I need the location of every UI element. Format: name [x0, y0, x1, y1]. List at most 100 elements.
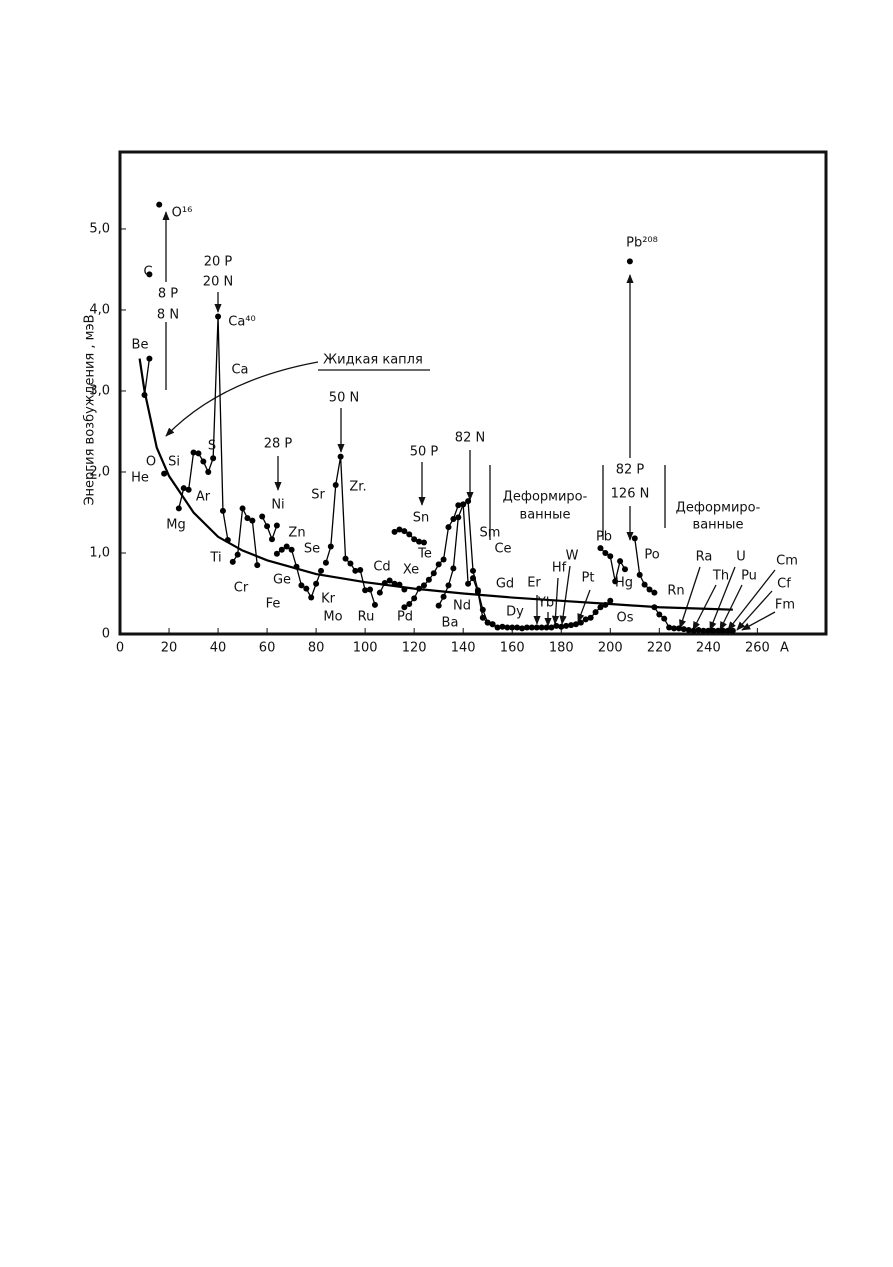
data-point [435, 561, 442, 568]
data-point [577, 619, 584, 626]
data-point [460, 501, 467, 508]
annotation: S [208, 439, 216, 454]
data-point [607, 597, 614, 604]
annotation: Ti [209, 551, 221, 566]
y-tick-label: 1,0 [89, 545, 110, 560]
data-point [450, 565, 457, 572]
annotation: W [566, 549, 579, 564]
data-point [440, 556, 447, 563]
data-point [465, 498, 472, 505]
data-point [362, 587, 369, 594]
data-point [367, 586, 374, 593]
data-point [597, 604, 604, 611]
data-point [474, 587, 481, 594]
data-point [185, 486, 192, 493]
data-point [278, 546, 285, 553]
annotation: O [146, 455, 156, 470]
data-point [249, 517, 256, 524]
x-tick-label: 160 [500, 641, 525, 656]
data-point [533, 624, 540, 631]
annotation: Ba [442, 616, 459, 631]
annotation: Hg [615, 576, 633, 591]
data-point [519, 625, 526, 632]
annotation: Cf [777, 577, 791, 592]
data-point [318, 567, 325, 574]
data-point [371, 601, 378, 608]
data-point [705, 627, 712, 634]
y-tick-label: 2,0 [89, 464, 110, 479]
data-point [268, 536, 275, 543]
data-point [612, 578, 619, 585]
data-point [558, 623, 565, 630]
data-point [264, 523, 271, 530]
data-point [342, 555, 349, 562]
data-point [543, 624, 550, 631]
data-point [607, 553, 614, 560]
data-point [322, 559, 329, 566]
annotation: Sn [413, 511, 430, 526]
data-point [499, 623, 506, 630]
data-point [313, 580, 320, 587]
y-axis-label: Энергия возбуждения , мэВ [83, 314, 98, 505]
annotation: Деформиро- [676, 501, 761, 516]
data-point [666, 624, 673, 631]
data-point [200, 458, 207, 465]
data-point [563, 622, 570, 629]
x-tick-label: 0 [116, 641, 124, 656]
data-point [337, 453, 344, 460]
annotation: Fe [266, 597, 281, 612]
data-point [651, 589, 658, 596]
data-point [621, 566, 628, 573]
data-point [661, 615, 668, 622]
data-point [445, 582, 452, 589]
annotation: O¹⁶ [172, 206, 193, 221]
data-point [656, 611, 663, 618]
data-point [396, 526, 403, 533]
annotation: Ca [231, 363, 248, 378]
data-point [146, 271, 153, 278]
annotation: Zn [288, 526, 305, 541]
data-point [386, 577, 393, 584]
data-point [219, 507, 226, 514]
annotation: Pb [596, 530, 612, 545]
annotation: Ar [196, 490, 211, 505]
annotation: Pd [397, 610, 413, 625]
x-tick-label: 100 [353, 641, 378, 656]
annotation: Yb [537, 596, 554, 611]
data-point [425, 576, 432, 583]
data-line [261, 516, 278, 542]
annotation: Ru [358, 610, 375, 625]
data-point [180, 485, 187, 492]
data-point [283, 543, 290, 550]
data-point [416, 538, 423, 545]
annotation: 20 N [203, 275, 233, 290]
data-point [234, 551, 241, 558]
annotation: Pt [582, 571, 595, 586]
annotation: Os [616, 611, 633, 626]
data-point [715, 627, 722, 634]
data-point [430, 570, 437, 577]
data-point [592, 609, 599, 616]
data-point [470, 575, 476, 582]
annotation: Kr [321, 592, 336, 607]
annotation: Pu [741, 569, 757, 584]
data-point [690, 627, 697, 634]
data-point [680, 626, 687, 633]
annotation: ванные [520, 508, 571, 523]
annotation: Ce [494, 542, 511, 557]
data-point [298, 582, 305, 589]
data-point [210, 455, 217, 462]
annotation: He [131, 471, 149, 486]
data-point [156, 201, 163, 208]
x-tick-label: 40 [210, 641, 227, 656]
annotation: Cd [373, 560, 390, 575]
data-point [489, 621, 496, 628]
data-point [303, 585, 310, 592]
data-point [440, 593, 447, 600]
annotation: 126 N [611, 487, 650, 502]
data-point [494, 624, 501, 631]
annotation: Zr. [349, 480, 366, 495]
data-point [509, 624, 516, 631]
